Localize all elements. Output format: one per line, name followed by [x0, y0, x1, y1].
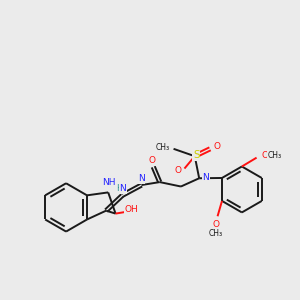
Text: CH₃: CH₃ — [209, 229, 223, 238]
Text: NH: NH — [102, 178, 115, 188]
Text: CH₃: CH₃ — [268, 151, 282, 160]
Text: N: N — [119, 184, 126, 194]
Text: O: O — [213, 220, 220, 229]
Text: O: O — [148, 156, 155, 165]
Text: O: O — [262, 151, 269, 160]
Text: OH: OH — [124, 205, 138, 214]
Text: H: H — [116, 184, 123, 194]
Text: CH₃: CH₃ — [155, 143, 170, 152]
Text: O: O — [214, 142, 221, 151]
Text: N: N — [202, 173, 209, 182]
Text: O: O — [175, 167, 182, 176]
Text: S: S — [193, 150, 200, 160]
Text: N: N — [138, 174, 145, 183]
